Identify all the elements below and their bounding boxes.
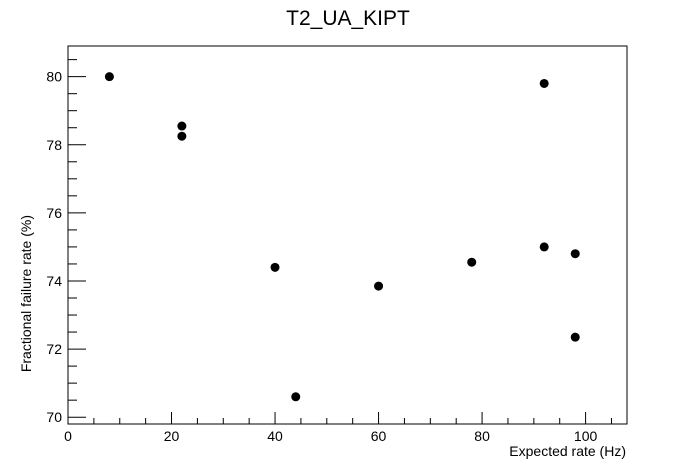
x-tick-label: 60 [371, 428, 387, 444]
y-tick-label: 72 [46, 341, 62, 357]
data-points [104, 72, 580, 402]
data-point [177, 131, 187, 141]
plot-frame [67, 45, 628, 425]
chart-title: T2_UA_KIPT [286, 7, 410, 30]
data-point [177, 121, 187, 131]
data-point [539, 78, 549, 88]
data-point [539, 242, 549, 252]
y-tick-label: 76 [46, 205, 62, 221]
data-point [291, 392, 301, 402]
x-tick-label: 40 [267, 428, 283, 444]
data-point [270, 262, 280, 272]
x-tick-label: 100 [574, 428, 598, 444]
data-point [570, 332, 580, 342]
y-axis-label: Fractional failure rate (%) [18, 215, 34, 372]
y-tick-label: 78 [46, 137, 62, 153]
data-point [467, 257, 477, 267]
y-tick-label: 80 [46, 69, 62, 85]
y-tick-label: 70 [46, 409, 62, 425]
data-point [104, 72, 114, 82]
x-tick-label: 80 [474, 428, 490, 444]
axis-ticks: 0 20 40 60 80 100 70 72 74 76 78 80 [46, 59, 612, 444]
x-axis-label: Expected rate (Hz) [509, 443, 626, 459]
data-point [374, 281, 384, 291]
x-tick-label: 0 [64, 428, 72, 444]
x-tick-label: 20 [164, 428, 180, 444]
y-tick-label: 74 [46, 273, 62, 289]
data-point [570, 249, 580, 259]
